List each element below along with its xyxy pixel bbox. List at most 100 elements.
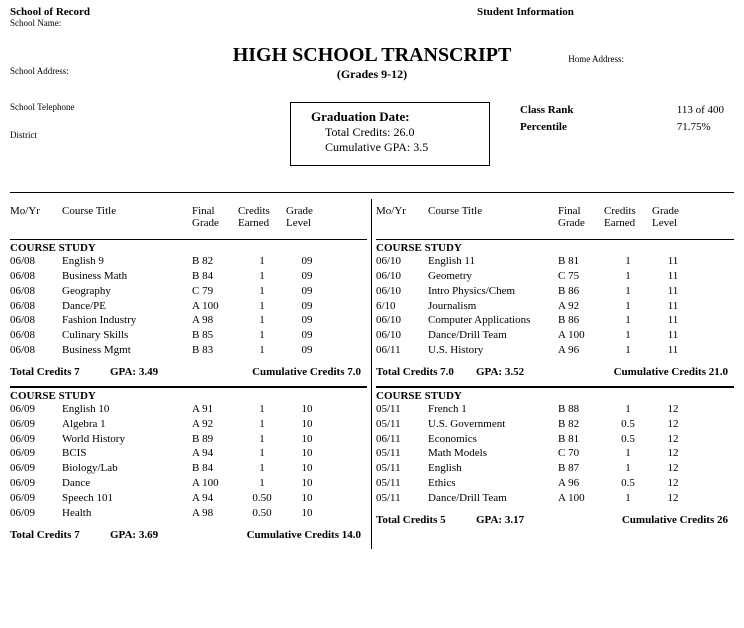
cell-moyr: 06/09 [10, 402, 62, 417]
cell-moyr: 06/09 [10, 432, 62, 447]
cell-level: 09 [286, 313, 328, 328]
col-earned: Earned [604, 217, 635, 229]
cell-grade: A 100 [192, 299, 238, 314]
total-credits: Total Credits 7 [10, 529, 110, 541]
course-row: 06/09HealthA 980.5010 [10, 506, 367, 521]
class-rank-value: 113 of 400 [677, 102, 724, 119]
cell-level: 10 [286, 402, 328, 417]
cell-moyr: 06/10 [376, 328, 428, 343]
cell-title: U.S. Government [428, 417, 558, 432]
cell-grade: A 94 [192, 491, 238, 506]
course-row: 06/09World HistoryB 89110 [10, 432, 367, 447]
cell-title: Journalism [428, 299, 558, 314]
cumulative-credits: Cumulative Credits 14.0 [210, 529, 367, 541]
col-credits: Credits [604, 205, 636, 217]
course-row: 06/09BCISA 94110 [10, 446, 367, 461]
cell-grade: B 86 [558, 284, 604, 299]
cell-moyr: 06/09 [10, 491, 62, 506]
col-moyr: Mo/Yr [376, 205, 428, 229]
divider [10, 192, 734, 193]
cell-level: 12 [652, 461, 694, 476]
course-row: 06/08GeographyC 79109 [10, 284, 367, 299]
course-row: 06/08English 9B 82109 [10, 254, 367, 269]
cell-credits: 1 [604, 343, 652, 358]
cell-title: U.S. History [428, 343, 558, 358]
cell-level: 10 [286, 417, 328, 432]
course-row: 05/11French 1B 88112 [376, 402, 734, 417]
total-credits: Total Credits 5 [376, 514, 476, 526]
cell-moyr: 05/11 [376, 417, 428, 432]
cell-credits: 1 [604, 328, 652, 343]
col-grade: Grade [558, 217, 585, 229]
school-telephone-label: School Telephone [10, 102, 270, 112]
course-row: 06/09DanceA 100110 [10, 476, 367, 491]
cell-title: Intro Physics/Chem [428, 284, 558, 299]
course-row: 06/09English 10A 91110 [10, 402, 367, 417]
cell-title: Economics [428, 432, 558, 447]
cell-grade: A 96 [558, 343, 604, 358]
cell-grade: A 92 [192, 417, 238, 432]
cell-title: Geometry [428, 269, 558, 284]
cell-credits: 0.5 [604, 476, 652, 491]
course-row: 06/09Algebra 1A 92110 [10, 417, 367, 432]
cell-moyr: 06/08 [10, 343, 62, 358]
cell-credits: 1 [604, 461, 652, 476]
course-block: COURSE STUDY06/09English 10A 9111006/09A… [10, 387, 367, 549]
cell-level: 10 [286, 476, 328, 491]
course-row: 06/11EconomicsB 810.512 [376, 432, 734, 447]
block-totals: Total Credits 7GPA: 3.69Cumulative Credi… [10, 521, 367, 549]
col-grade: Grade [192, 217, 219, 229]
cell-title: French 1 [428, 402, 558, 417]
percentile-value: 71.75% [677, 119, 724, 136]
course-row: 06/09Biology/LabB 84110 [10, 461, 367, 476]
cell-credits: 0.50 [238, 491, 286, 506]
cell-credits: 1 [604, 284, 652, 299]
course-block: COURSE STUDY05/11French 1B 8811205/11U.S… [376, 387, 734, 534]
cell-credits: 1 [238, 417, 286, 432]
cell-level: 09 [286, 299, 328, 314]
col-glevel2: Level [286, 217, 311, 229]
cell-credits: 0.5 [604, 417, 652, 432]
cell-grade: C 70 [558, 446, 604, 461]
col-moyr: Mo/Yr [10, 205, 62, 229]
district-label: District [10, 130, 270, 140]
cell-level: 12 [652, 491, 694, 506]
cumulative-credits: Cumulative Credits 7.0 [210, 366, 367, 378]
course-row: 05/11Math ModelsC 70112 [376, 446, 734, 461]
cell-title: Biology/Lab [62, 461, 192, 476]
cell-grade: B 85 [192, 328, 238, 343]
cell-grade: B 88 [558, 402, 604, 417]
course-row: 05/11U.S. GovernmentB 820.512 [376, 417, 734, 432]
cell-grade: A 98 [192, 506, 238, 521]
cell-grade: B 86 [558, 313, 604, 328]
course-row: 06/10English 11B 81111 [376, 254, 734, 269]
cell-credits: 1 [604, 491, 652, 506]
cell-moyr: 06/08 [10, 299, 62, 314]
cell-level: 12 [652, 446, 694, 461]
cell-title: Math Models [428, 446, 558, 461]
cell-moyr: 06/08 [10, 254, 62, 269]
cell-moyr: 05/11 [376, 476, 428, 491]
course-row: 06/10GeometryC 75111 [376, 269, 734, 284]
cell-moyr: 06/11 [376, 432, 428, 447]
course-study-header: COURSE STUDY [376, 239, 734, 254]
title-block: HIGH SCHOOL TRANSCRIPT (Grades 9-12) Sch… [10, 44, 734, 82]
cell-grade: B 89 [192, 432, 238, 447]
percentile-label: Percentile [520, 119, 620, 136]
cell-moyr: 06/08 [10, 313, 62, 328]
mid-row: School Telephone District Graduation Dat… [10, 102, 734, 166]
course-row: 06/10Dance/Drill TeamA 100111 [376, 328, 734, 343]
cell-moyr: 6/10 [376, 299, 428, 314]
cell-credits: 1 [604, 446, 652, 461]
course-row: 06/10Computer Applications B 86111 [376, 313, 734, 328]
cell-level: 11 [652, 269, 694, 284]
cell-title: Computer Applications [428, 313, 558, 328]
graduation-box: Graduation Date: Total Credits: 26.0 Cum… [290, 102, 490, 166]
course-study-header: COURSE STUDY [10, 387, 367, 402]
cell-moyr: 06/10 [376, 254, 428, 269]
cell-level: 12 [652, 402, 694, 417]
school-of-record-label: School of Record [10, 6, 267, 18]
total-credits: Total Credits 7 [10, 366, 110, 378]
cell-level: 09 [286, 284, 328, 299]
col-course: Course Title [428, 205, 558, 229]
